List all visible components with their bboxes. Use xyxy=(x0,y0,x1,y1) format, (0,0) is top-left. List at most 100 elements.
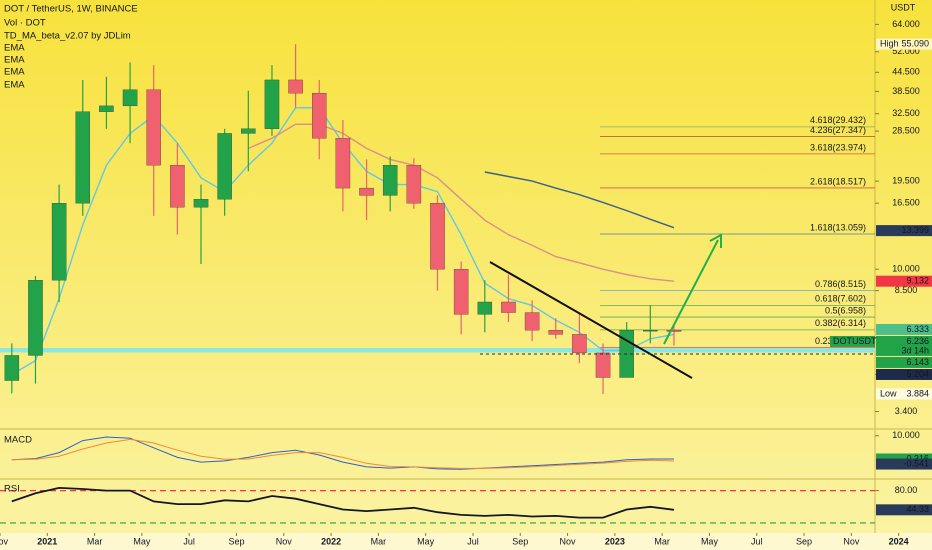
badge-value: 13.399 xyxy=(901,225,929,235)
candle-body xyxy=(501,301,516,313)
badge-tag: DOTUSDT xyxy=(833,336,877,346)
fib-label: 3.618(23.974) xyxy=(810,142,866,152)
candle-body xyxy=(548,329,563,335)
badge-value: 6.143 xyxy=(906,357,929,367)
price-badge xyxy=(876,275,932,287)
legend-item: EMA xyxy=(4,43,25,54)
badge-tag: Low xyxy=(880,388,897,398)
price-badge xyxy=(876,225,932,237)
candle-body xyxy=(241,128,256,134)
price-badge xyxy=(876,388,932,400)
x-tick-label: Nov xyxy=(276,536,293,546)
badge-value: -0.541 xyxy=(903,458,929,468)
badge-note: 3d 14h xyxy=(901,345,929,355)
price-badge xyxy=(876,323,932,335)
badge-value: 9.132 xyxy=(906,276,929,286)
y-tick-label: 80.00 xyxy=(895,485,918,495)
time-axis-strip xyxy=(0,533,932,550)
candle-body xyxy=(643,329,658,332)
price-badge xyxy=(876,38,932,50)
x-tick-label: Jul xyxy=(751,536,763,546)
x-tick-label: May xyxy=(133,536,151,546)
marks xyxy=(0,44,875,524)
legend-item: TD_MA_beta_v2.07 by JDLim xyxy=(4,31,131,42)
badge-tag: High xyxy=(880,39,899,49)
x-tick-label: Jul xyxy=(183,536,195,546)
trend-line xyxy=(489,261,693,379)
price-badge xyxy=(876,368,932,380)
badge-value: 0.316 xyxy=(906,453,929,463)
y-tick-label: 10.000 xyxy=(892,430,920,440)
x-tick-label: Mar xyxy=(654,536,670,546)
candle-body xyxy=(170,165,185,208)
y-tick-label: 8.500 xyxy=(895,285,918,295)
y-tick-label: 64.000 xyxy=(892,19,920,29)
x-tick-label: Mar xyxy=(87,536,103,546)
candle-body xyxy=(595,352,611,378)
indicator-line xyxy=(11,436,674,470)
y-tick-label: 52.000 xyxy=(892,46,920,56)
y-tick-label: 44.500 xyxy=(892,67,920,77)
value-badge xyxy=(876,504,932,516)
fib-label: 4.236(27.347) xyxy=(810,125,866,135)
indicator-line xyxy=(11,438,675,469)
x-tick-label: 2023 xyxy=(605,536,625,546)
legend-item: Vol · DOT xyxy=(4,18,46,29)
legend-item: EMA xyxy=(4,67,25,78)
candle-body xyxy=(99,105,114,112)
x-tick-label: 2022 xyxy=(321,536,341,546)
legend-item: EMA xyxy=(4,80,25,91)
ema-line xyxy=(484,171,675,229)
x-tick-label: Jul xyxy=(467,536,479,546)
x-tick-label: Nov xyxy=(560,536,577,546)
pane-title: MACD xyxy=(4,435,32,446)
x-tick-label: May xyxy=(701,536,719,546)
candle-body xyxy=(335,138,351,189)
y-tick-label: 3.400 xyxy=(895,406,918,416)
candle-body xyxy=(4,355,20,381)
badge-value: 55.090 xyxy=(901,39,929,49)
candle-body xyxy=(406,165,422,204)
badge-value: 3.884 xyxy=(906,388,929,398)
indicator-line xyxy=(11,486,675,519)
badge-value: 5.204 xyxy=(906,369,929,379)
y-tick-label: 32.500 xyxy=(892,108,920,118)
candle-body xyxy=(572,334,587,354)
candle-body xyxy=(288,79,303,94)
candle-body xyxy=(312,92,327,139)
y-tick-label: 28.500 xyxy=(892,125,920,135)
fib-label: 0.5(6.958) xyxy=(825,305,866,315)
fib-label: 4.618(29.432) xyxy=(810,115,866,125)
fib-label: 1.618(13.059) xyxy=(810,222,866,232)
chart-title: DOT / TetherUS, 1W, BINANCE xyxy=(4,4,138,15)
price-badge xyxy=(876,335,932,356)
candle-body xyxy=(264,79,280,129)
x-tick-label: Nov xyxy=(0,536,8,546)
value-badge xyxy=(876,458,932,470)
candle-body xyxy=(666,329,682,332)
x-tick-label: Mar xyxy=(371,536,387,546)
support-zone xyxy=(0,348,875,353)
candle-body xyxy=(146,89,161,166)
fib-label: 2.618(18.517) xyxy=(810,176,866,186)
candle-body xyxy=(477,301,493,315)
currency-label: USDT xyxy=(891,2,916,12)
candle-body xyxy=(430,203,445,270)
candle-body xyxy=(51,203,67,281)
candle-body xyxy=(217,133,232,200)
x-tick-label: 2021 xyxy=(37,536,57,546)
pane-title: RSI xyxy=(4,484,20,495)
badge-tag-box xyxy=(830,335,875,347)
badge-value: 44.33 xyxy=(906,504,929,514)
x-tick-label: Sep xyxy=(512,536,528,546)
fib-label: 0.618(7.602) xyxy=(815,294,866,304)
y-tick-label: 10.000 xyxy=(892,264,920,274)
projection-arrow xyxy=(663,239,719,345)
candle-body xyxy=(122,89,138,107)
y-tick-label: 16.500 xyxy=(892,198,920,208)
fib-label: 0.382(6.314) xyxy=(815,318,866,328)
x-tick-label: Nov xyxy=(843,536,860,546)
x-tick-label: May xyxy=(417,536,435,546)
candle-body xyxy=(193,199,209,208)
